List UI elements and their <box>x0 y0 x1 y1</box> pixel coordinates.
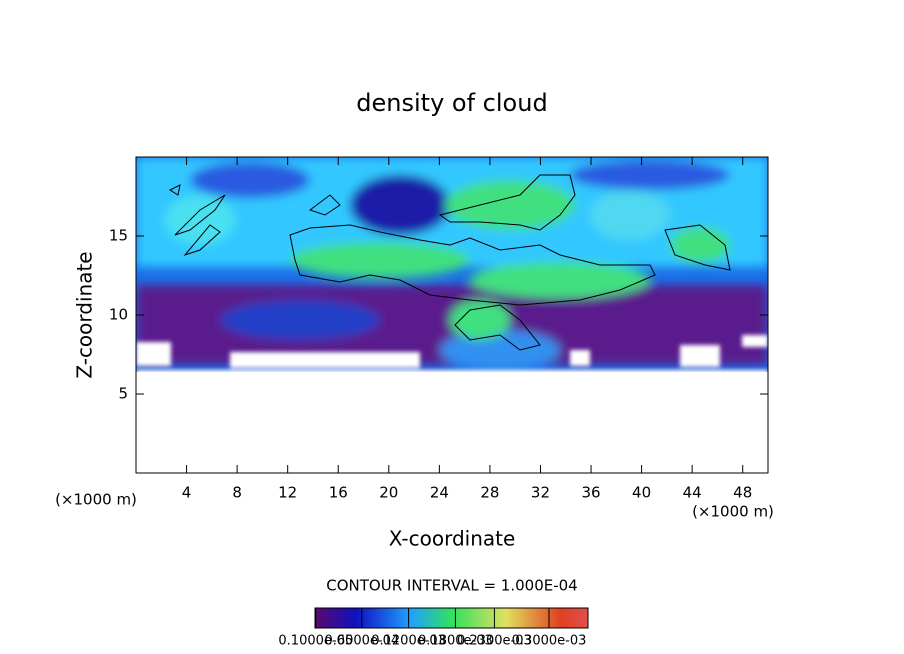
x-tick-label: 12 <box>278 484 297 502</box>
colorbar-tick-label: 0.1800e-03 <box>418 634 493 649</box>
y-axis-title: Z-coordinate <box>73 251 97 378</box>
y-tick-label: 15 <box>109 227 128 245</box>
colorbar <box>314 607 589 629</box>
colorbar-tick-label: 0.1000e-05 <box>278 634 353 649</box>
contour-interval: CONTOUR INTERVAL = 1.000E-04 <box>326 577 577 595</box>
x-unit: (×1000 m) <box>692 503 774 521</box>
x-tick-label: 4 <box>182 484 192 502</box>
colorbar-tick-label: 0.1200e-03 <box>371 634 446 649</box>
colorbar-tick-label: 0.2300e-03 <box>457 634 532 649</box>
x-tick-label: 32 <box>531 484 550 502</box>
x-tick-label: 44 <box>683 484 702 502</box>
field <box>136 157 768 473</box>
y-tick-label: 5 <box>118 385 128 403</box>
x-tick-label: 24 <box>430 484 449 502</box>
x-tick-label: 48 <box>733 484 752 502</box>
x-tick-label: 36 <box>581 484 600 502</box>
colorbar-tick-label: 0.3000e-03 <box>512 634 587 649</box>
field-blobs <box>136 157 768 370</box>
x-tick-label: 20 <box>379 484 398 502</box>
x-tick-label: 40 <box>632 484 651 502</box>
colorbar-tick-label: 0.6000e-04 <box>324 634 399 649</box>
field-clear <box>136 335 768 473</box>
y-tick-label: 10 <box>109 306 128 324</box>
x-tick-label: 8 <box>232 484 242 502</box>
x-tick-label: 28 <box>480 484 499 502</box>
contour-lines <box>168 174 731 351</box>
x-tick-label: 16 <box>329 484 348 502</box>
chart-title: density of cloud <box>356 89 547 117</box>
y-unit: (×1000 m) <box>55 491 137 509</box>
x-axis-title: X-coordinate <box>389 527 516 551</box>
